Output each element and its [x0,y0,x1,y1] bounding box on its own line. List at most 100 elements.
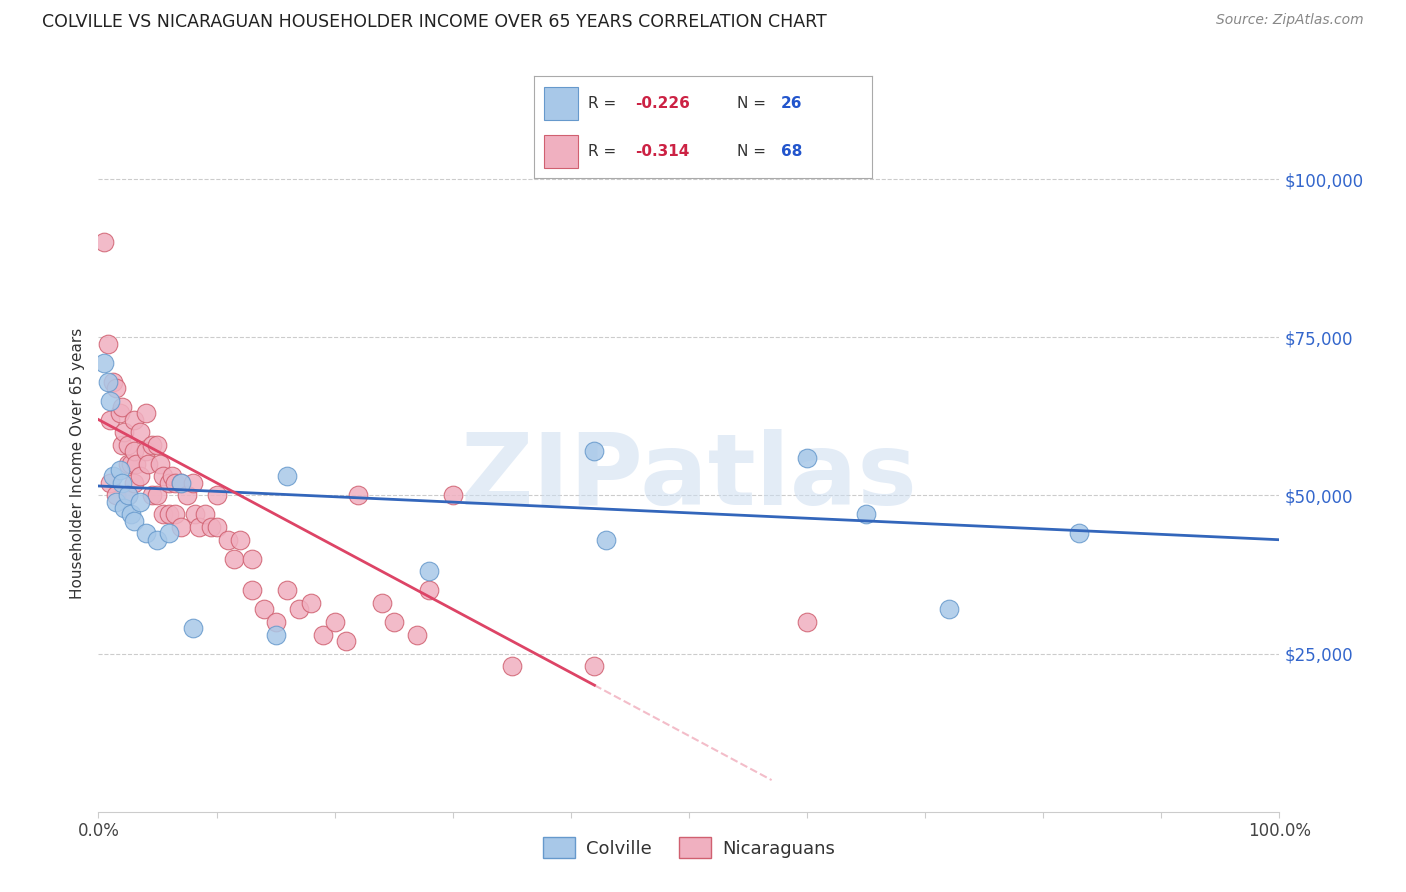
Point [371,596,394,610]
Point [128,469,150,483]
Point [224,551,246,566]
Point [938,602,960,616]
Point [111,438,134,452]
Point [583,444,606,458]
Point [149,457,172,471]
Point [176,488,198,502]
Point [157,508,180,522]
Point [264,627,287,641]
Point [111,400,134,414]
Point [347,488,370,502]
Point [229,533,252,547]
Point [299,596,322,610]
Point [796,450,818,465]
Point [93,356,115,370]
Point [117,488,139,502]
Point [98,412,121,426]
Point [170,475,193,490]
Point [276,583,298,598]
Point [217,533,239,547]
Text: N =: N = [737,145,770,160]
Point [117,488,139,502]
Point [105,495,128,509]
Point [276,469,298,483]
Point [323,615,346,629]
Text: R =: R = [588,96,621,111]
Point [441,488,464,502]
Point [595,533,617,547]
Text: 68: 68 [780,145,801,160]
Bar [544,136,578,168]
Point [312,627,335,641]
Point [181,475,204,490]
Text: R =: R = [588,145,621,160]
Point [128,495,150,509]
Point [501,659,523,673]
Point [122,444,145,458]
Legend: Colville, Nicaraguans: Colville, Nicaraguans [536,830,842,865]
Point [170,475,193,490]
Point [135,444,157,458]
Point [157,526,180,541]
Point [125,457,148,471]
Point [98,393,121,408]
Point [187,520,209,534]
Point [135,406,157,420]
Point [200,520,222,534]
Point [101,469,124,483]
Point [146,438,169,452]
Point [181,621,204,635]
Point [152,469,174,483]
Point [117,457,139,471]
Point [796,615,818,629]
Point [855,508,877,522]
Point [418,565,440,579]
Point [101,375,124,389]
Point [105,488,128,502]
Point [184,508,207,522]
Point [121,508,143,522]
Point [157,475,180,490]
Point [122,412,145,426]
Point [205,488,228,502]
Text: ZIPatlas: ZIPatlas [461,429,917,526]
Point [583,659,606,673]
Point [141,438,163,452]
Point [1067,526,1090,541]
Point [141,488,163,502]
Point [135,526,157,541]
Point [406,627,429,641]
Point [121,457,143,471]
Y-axis label: Householder Income Over 65 years: Householder Income Over 65 years [70,328,86,599]
Text: N =: N = [737,96,770,111]
Point [111,475,134,490]
Text: COLVILLE VS NICARAGUAN HOUSEHOLDER INCOME OVER 65 YEARS CORRELATION CHART: COLVILLE VS NICARAGUAN HOUSEHOLDER INCOM… [42,13,827,31]
Point [288,602,311,616]
Text: -0.314: -0.314 [636,145,690,160]
Point [136,457,159,471]
Point [97,375,120,389]
Point [128,425,150,440]
Point [97,336,120,351]
Point [146,488,169,502]
Point [98,475,121,490]
Bar [544,87,578,120]
Point [146,533,169,547]
Point [194,508,217,522]
Point [253,602,276,616]
Point [112,425,135,440]
Point [240,583,263,598]
Point [122,514,145,528]
Point [205,520,228,534]
Point [152,508,174,522]
Point [93,235,115,250]
Point [418,583,440,598]
Point [108,406,131,420]
Point [165,508,187,522]
Point [335,634,357,648]
Point [382,615,405,629]
Point [117,438,139,452]
Point [108,463,131,477]
Point [264,615,287,629]
Text: 26: 26 [780,96,801,111]
